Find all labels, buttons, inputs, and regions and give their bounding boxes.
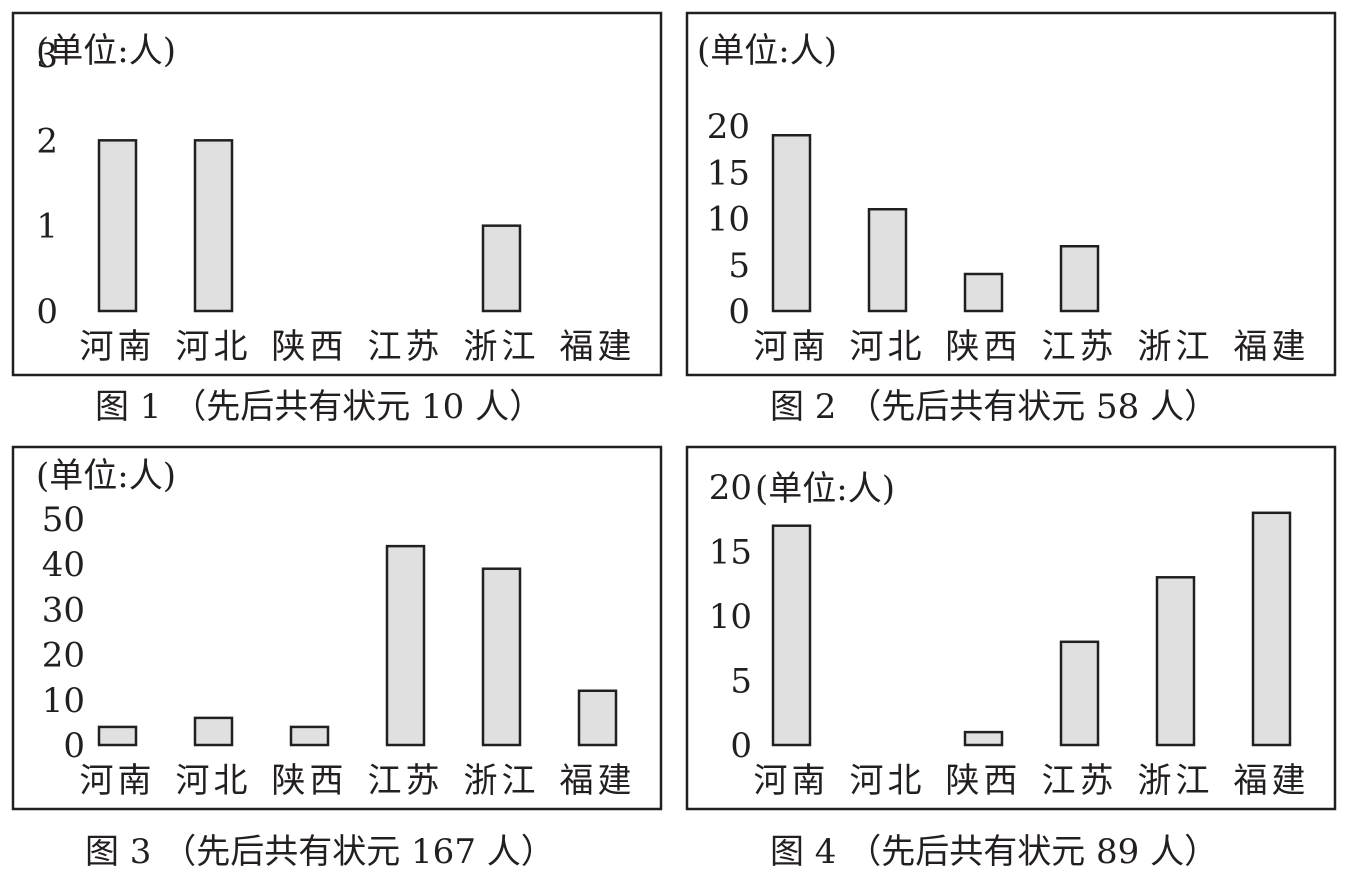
chart-3-category-label: 河南: [80, 761, 156, 801]
chart-3-ytick-40: 40: [42, 545, 85, 585]
chart-1-ytick-0: 0: [36, 292, 58, 332]
chart-1-category-label: 浙江: [464, 327, 540, 367]
chart-3-ytick-20: 20: [42, 636, 85, 676]
chart-3-ytick-30: 30: [42, 590, 85, 630]
chart-3-category-label: 浙江: [464, 761, 540, 801]
chart-4-unit-label: (单位:人): [755, 469, 895, 509]
chart-4-category-label: 河南: [754, 761, 830, 801]
chart-4-ytick-20: 20: [709, 468, 752, 508]
chart-4-bar-陕西: [963, 730, 1004, 747]
chart-4-caption: 图 4 （先后共有状元 89 人）: [770, 832, 1218, 872]
chart-3-category-label: 河北: [176, 761, 252, 801]
chart-2-bar-河南: [771, 134, 812, 313]
chart-3-bar-陕西: [289, 725, 330, 747]
chart-4-ytick-10: 10: [709, 597, 752, 637]
chart-3-bar-福建: [577, 689, 618, 747]
chart-2-category-label: 江苏: [1042, 327, 1118, 367]
chart-1-caption: 图 1 （先后共有状元 10 人）: [95, 387, 543, 427]
chart-3-category-label: 陕西: [272, 761, 348, 801]
chart-3-bar-江苏: [385, 544, 426, 747]
chart-3-ytick-0: 0: [63, 726, 85, 766]
chart-3-bar-河南: [97, 725, 138, 747]
chart-3-caption: 图 3 （先后共有状元 167 人）: [85, 832, 555, 872]
chart-2-bar-河北: [867, 208, 908, 313]
chart-1-bar-河南: [97, 139, 138, 313]
chart-4-frame: [685, 445, 1337, 811]
chart-3-unit-label: (单位:人): [36, 456, 176, 496]
chart-2-category-label: 河南: [754, 327, 830, 367]
chart-3-bar-浙江: [481, 567, 522, 747]
chart-1-category-label: 江苏: [368, 327, 444, 367]
chart-1-category-label: 福建: [560, 327, 636, 367]
chart-3-ytick-10: 10: [42, 681, 85, 721]
chart-1-category-label: 河南: [80, 327, 156, 367]
chart-1-category-label: 河北: [176, 327, 252, 367]
chart-2-ytick-10: 10: [707, 200, 750, 240]
chart-3-category-label: 江苏: [368, 761, 444, 801]
chart-2-category-label: 福建: [1234, 327, 1310, 367]
chart-2-ytick-0: 0: [728, 292, 750, 332]
chart-1-frame: [11, 11, 663, 377]
chart-1-unit-label: (单位:人): [36, 31, 176, 71]
chart-2-bar-陕西: [963, 272, 1004, 313]
chart-3-category-label: 福建: [560, 761, 636, 801]
chart-4-ytick-5: 5: [730, 662, 752, 702]
chart-2-frame: [685, 11, 1337, 377]
chart-2-ytick-15: 15: [707, 153, 750, 193]
chart-4-category-label: 江苏: [1042, 761, 1118, 801]
chart-4-ytick-15: 15: [709, 533, 752, 573]
chart-4-bar-浙江: [1155, 576, 1196, 747]
chart-1-bar-河北: [193, 139, 234, 313]
chart-4-category-label: 浙江: [1138, 761, 1214, 801]
chart-1-ytick-3: 3: [36, 36, 58, 76]
chart-2-ytick-20: 20: [707, 107, 750, 147]
chart-2-bar-江苏: [1059, 245, 1100, 313]
chart-4-bar-福建: [1251, 511, 1292, 747]
chart-4-category-label: 福建: [1234, 761, 1310, 801]
chart-4-category-label: 河北: [850, 761, 926, 801]
chart-1-category-label: 陕西: [272, 327, 348, 367]
chart-4-category-label: 陕西: [946, 761, 1022, 801]
chart-2-category-label: 浙江: [1138, 327, 1214, 367]
chart-3-frame: [11, 445, 663, 811]
chart-3-ytick-50: 50: [42, 500, 85, 540]
chart-2-ytick-5: 5: [728, 246, 750, 286]
chart-2-caption: 图 2 （先后共有状元 58 人）: [770, 387, 1218, 427]
chart-3-bar-河北: [193, 716, 234, 747]
chart-2-unit-label: (单位:人): [697, 31, 837, 71]
chart-2-category-label: 河北: [850, 327, 926, 367]
chart-4-bar-河南: [771, 524, 812, 747]
chart-1-ytick-2: 2: [36, 121, 58, 161]
chart-4-ytick-0: 0: [730, 726, 752, 766]
chart-4-bar-江苏: [1059, 640, 1100, 747]
chart-1-bar-浙江: [481, 224, 522, 313]
chart-2-category-label: 陕西: [946, 327, 1022, 367]
chart-1-ytick-1: 1: [36, 207, 58, 247]
